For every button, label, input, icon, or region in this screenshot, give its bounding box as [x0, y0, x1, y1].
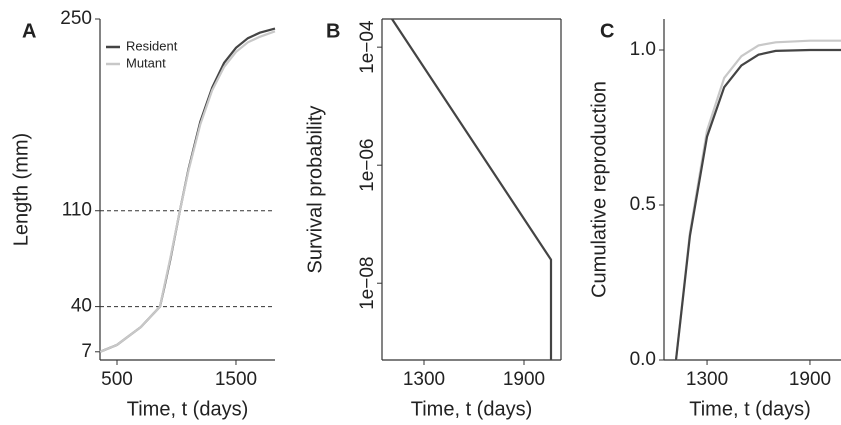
legend-label: Resident	[126, 38, 178, 53]
y-tick-label: 1e−06	[357, 139, 378, 192]
legend-label: Mutant	[126, 55, 166, 70]
y-tick-label: 1e−04	[357, 20, 378, 74]
y-axis-label: Survival probability	[304, 106, 326, 274]
x-axis-label: Time, t (days)	[127, 398, 249, 420]
x-tick-label: 1300	[686, 369, 728, 390]
y-tick-label: 0.0	[630, 349, 656, 370]
x-tick-label: 1300	[403, 369, 445, 390]
series-line	[674, 48, 841, 361]
y-tick-label: 110	[62, 200, 92, 221]
y-axis-label: Length (mm)	[10, 133, 32, 246]
y-tick-label: 40	[71, 296, 92, 317]
series-line	[674, 39, 841, 361]
x-tick-label: 500	[101, 369, 133, 390]
y-axis-label: Cumulative reproduction	[588, 81, 610, 298]
x-axis-label: Time, t (days)	[411, 398, 533, 420]
x-tick-label: 1500	[215, 369, 257, 390]
series-line	[99, 30, 276, 353]
panel-label: A	[22, 20, 36, 42]
series-line	[99, 27, 276, 353]
x-axis-label: Time, t (days)	[689, 398, 811, 420]
panel-label: C	[600, 20, 614, 42]
y-tick-label: 250	[60, 8, 92, 29]
y-tick-label: 1e−08	[357, 257, 378, 310]
y-tick-label: 1.0	[630, 39, 656, 60]
y-tick-label: 7	[81, 341, 92, 362]
panel-label: B	[326, 20, 340, 42]
x-tick-label: 1900	[503, 369, 545, 390]
series-line	[391, 18, 553, 360]
x-tick-label: 1900	[789, 369, 831, 390]
y-tick-label: 0.5	[630, 194, 656, 215]
